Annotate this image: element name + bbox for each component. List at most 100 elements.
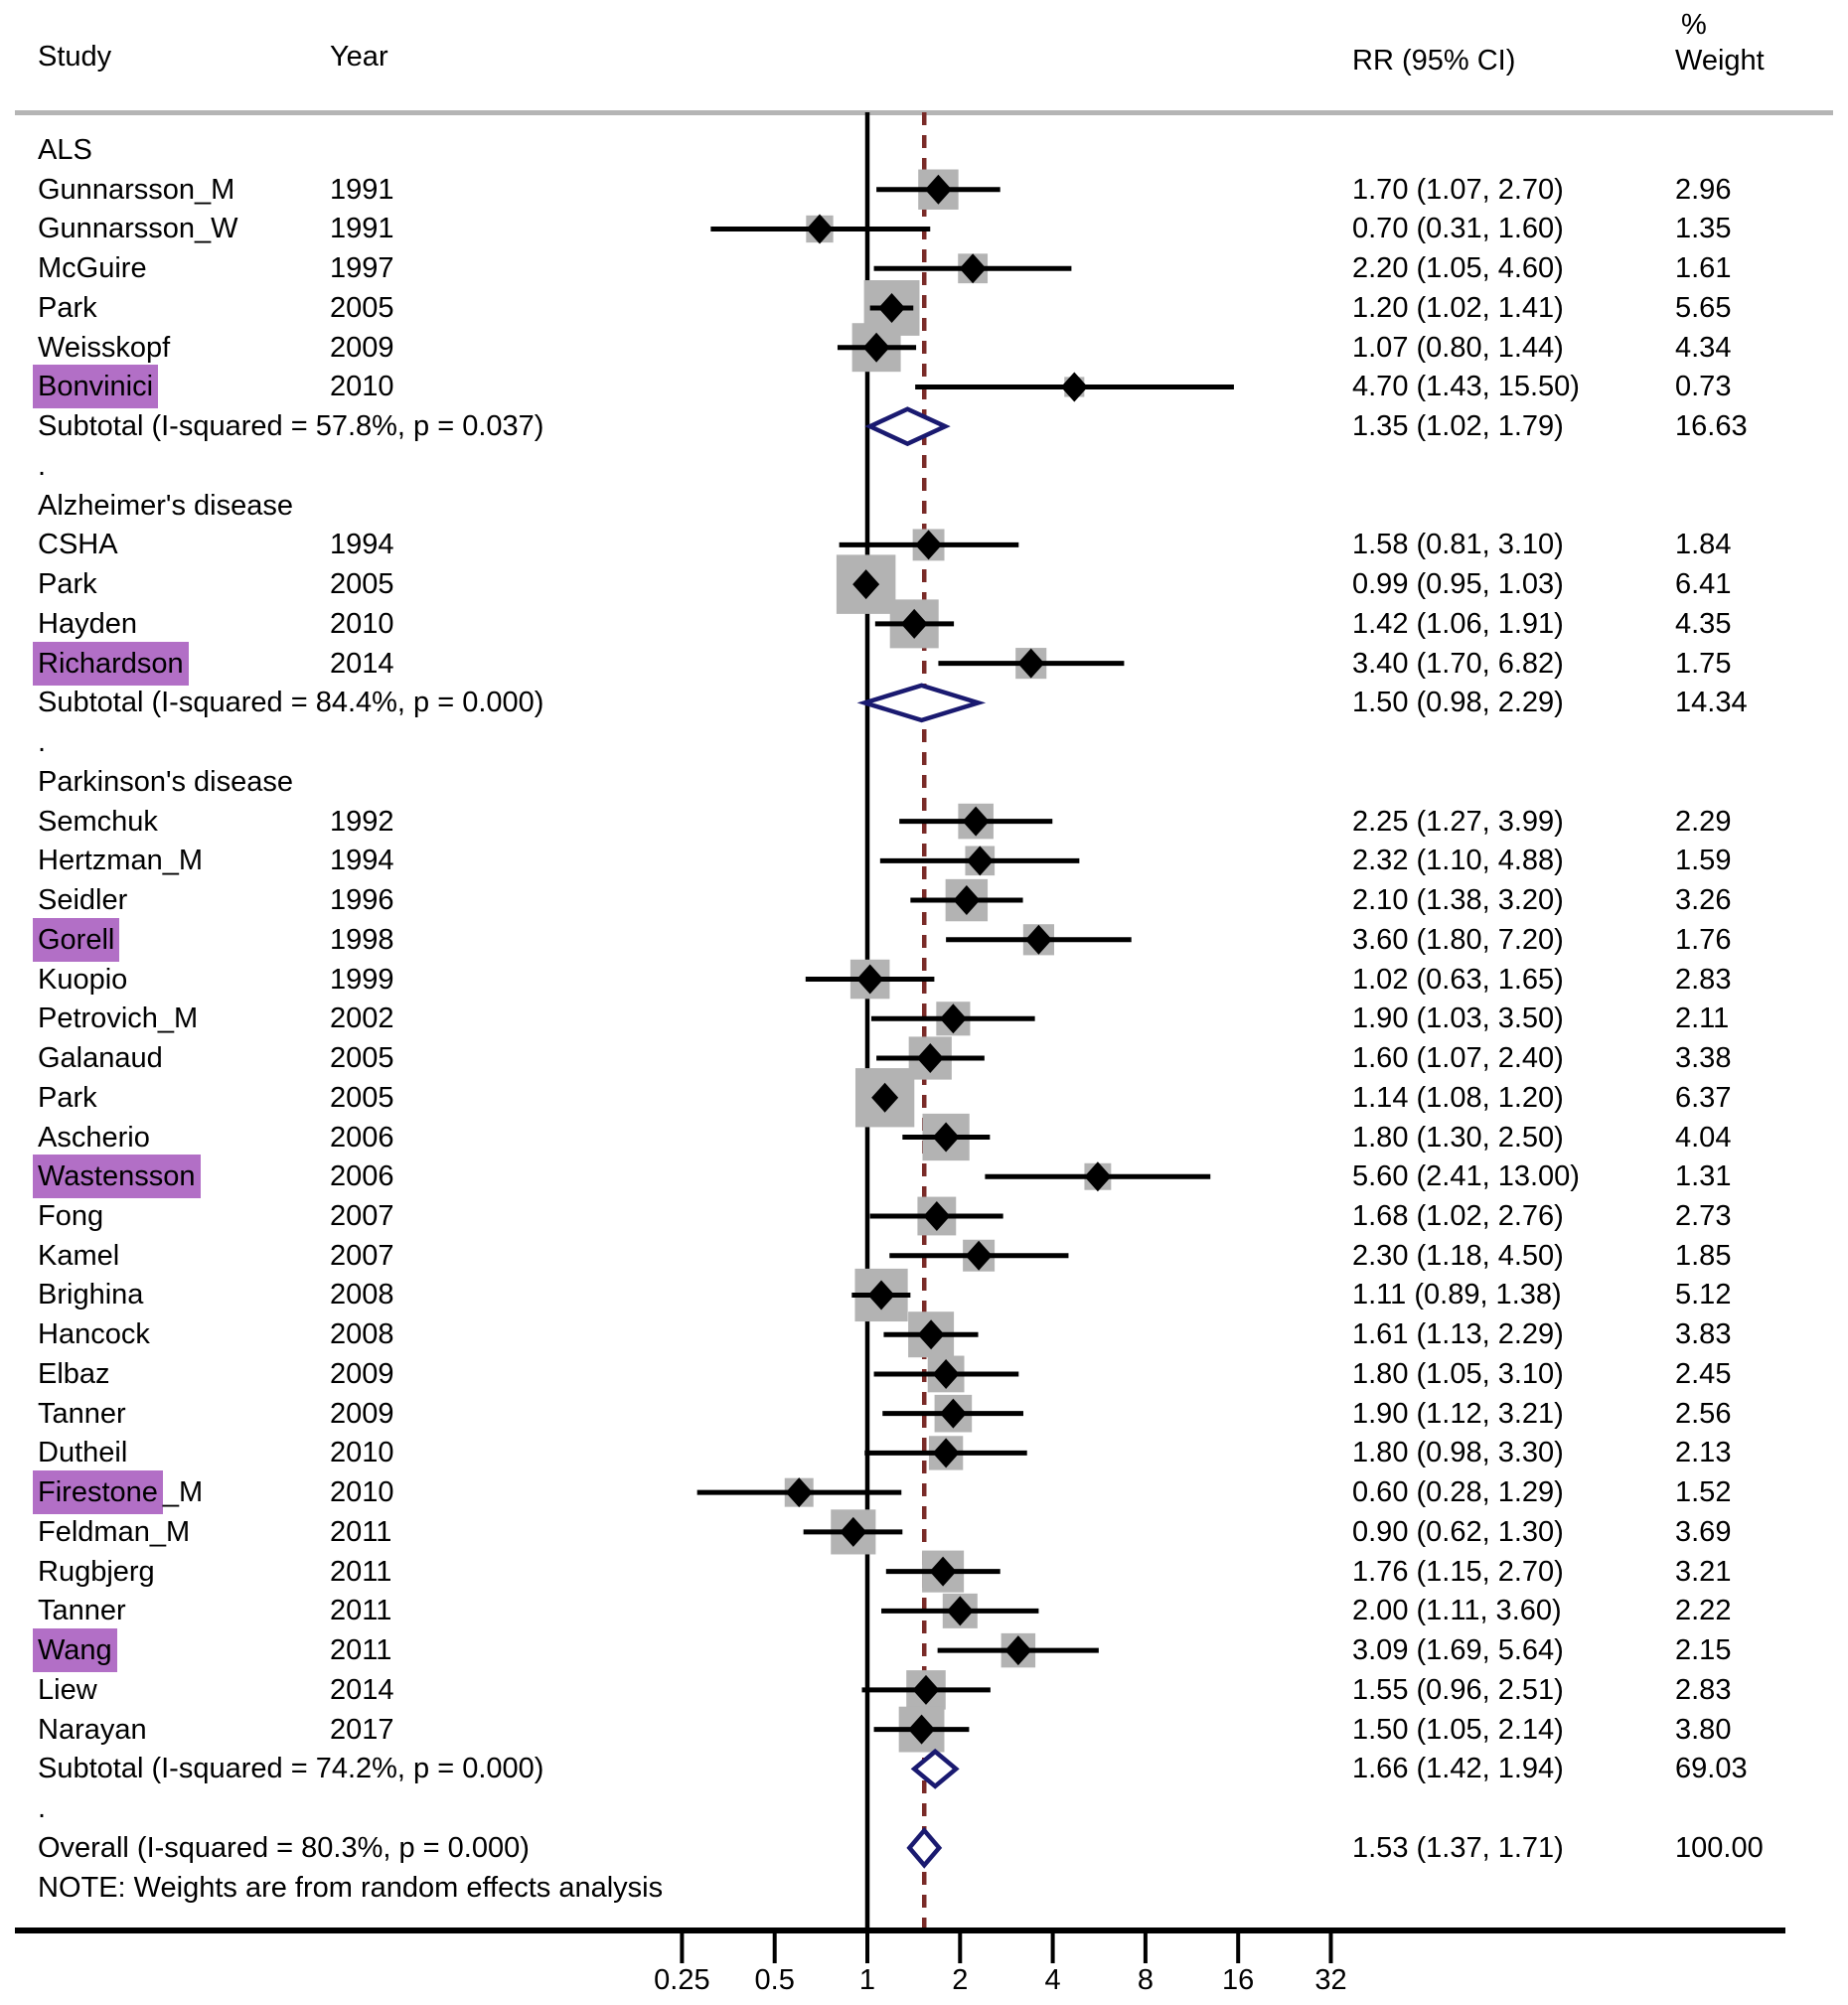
weight-value: 2.56 bbox=[1675, 1397, 1732, 1430]
rr-ci-value: 1.90 (1.12, 3.21) bbox=[1352, 1397, 1564, 1430]
table-row: Wastensson 2006 5.60 (2.41, 13.00) 1.31 bbox=[0, 1155, 1848, 1199]
study-year: 1997 bbox=[330, 252, 394, 285]
weight-value: 6.41 bbox=[1675, 568, 1732, 601]
effect-diamond bbox=[806, 214, 834, 244]
rr-ci-value: 0.90 (0.62, 1.30) bbox=[1352, 1515, 1564, 1548]
rr-ci-value: 1.50 (1.05, 2.14) bbox=[1352, 1713, 1564, 1746]
column-header-year: Year bbox=[330, 41, 388, 73]
study-name: Gunnarsson_W bbox=[38, 213, 238, 245]
study-name: Wang bbox=[33, 1628, 117, 1673]
effect-diamond bbox=[916, 1043, 944, 1074]
overall-label: Overall (I-squared = 80.3%, p = 0.000) bbox=[38, 1831, 530, 1864]
rr-ci-value: 1.20 (1.02, 1.41) bbox=[1352, 291, 1564, 324]
table-row: Seidler 1996 2.10 (1.38, 3.20) 3.26 bbox=[0, 883, 1848, 917]
table-row: Hancock 2008 1.61 (1.13, 2.29) 3.83 bbox=[0, 1317, 1848, 1351]
rr-ci-value: 2.20 (1.05, 4.60) bbox=[1352, 252, 1564, 285]
rr-ci-value: 2.32 (1.10, 4.88) bbox=[1352, 845, 1564, 877]
study-year: 2009 bbox=[330, 1357, 394, 1390]
table-row: Overall (I-squared = 80.3%, p = 0.000) 1.… bbox=[0, 1831, 1848, 1865]
weight-value: 3.21 bbox=[1675, 1555, 1732, 1588]
weight-value: 6.37 bbox=[1675, 1081, 1732, 1114]
table-row: . bbox=[0, 1791, 1848, 1825]
highlighted-study-name: Richardson bbox=[33, 641, 189, 686]
study-year: 2008 bbox=[330, 1318, 394, 1351]
weight-value: 1.61 bbox=[1675, 252, 1732, 285]
weight-value: 1.59 bbox=[1675, 845, 1732, 877]
rr-ci-value: 1.60 (1.07, 2.40) bbox=[1352, 1042, 1564, 1075]
weight-value: 2.96 bbox=[1675, 173, 1732, 206]
study-year: 2006 bbox=[330, 1160, 394, 1193]
study-name: Kamel bbox=[38, 1239, 120, 1272]
table-row: Feldman_M 2011 0.90 (0.62, 1.30) 3.69 bbox=[0, 1515, 1848, 1549]
rr-ci-value: 1.14 (1.08, 1.20) bbox=[1352, 1081, 1564, 1114]
rr-ci-value: 0.99 (0.95, 1.03) bbox=[1352, 568, 1564, 601]
study-year: 2011 bbox=[330, 1595, 392, 1627]
table-row: Semchuk 1992 2.25 (1.27, 3.99) 2.29 bbox=[0, 805, 1848, 839]
weight-value: 3.69 bbox=[1675, 1515, 1732, 1548]
study-name: Park bbox=[38, 291, 97, 324]
rr-ci-value: 1.35 (1.02, 1.79) bbox=[1352, 410, 1564, 443]
x-tick-label: 4 bbox=[1044, 1964, 1061, 1996]
study-name: Bonvinici bbox=[33, 365, 159, 409]
x-axis-line bbox=[15, 1928, 1785, 1933]
rr-ci-value: 1.58 (0.81, 3.10) bbox=[1352, 529, 1564, 561]
table-row: Park 2005 0.99 (0.95, 1.03) 6.41 bbox=[0, 567, 1848, 601]
weight-value: 1.52 bbox=[1675, 1476, 1732, 1509]
study-year: 2002 bbox=[330, 1002, 394, 1035]
study-name: Firestone _M bbox=[33, 1470, 203, 1515]
study-year: 1991 bbox=[330, 213, 394, 245]
table-row: Hayden 2010 1.42 (1.06, 1.91) 4.35 bbox=[0, 607, 1848, 641]
effect-diamond bbox=[946, 1596, 974, 1626]
study-name: Brighina bbox=[38, 1279, 144, 1311]
study-year: 1998 bbox=[330, 923, 394, 956]
study-year: 1994 bbox=[330, 845, 394, 877]
subtotal-label: Subtotal (I-squared = 57.8%, p = 0.037) bbox=[38, 410, 544, 443]
study-year: 1996 bbox=[330, 884, 394, 917]
study-year: 2009 bbox=[330, 1397, 394, 1430]
pooled-diamond bbox=[906, 1826, 943, 1869]
weight-value: 1.31 bbox=[1675, 1160, 1732, 1193]
rr-ci-value: 1.70 (1.07, 2.70) bbox=[1352, 173, 1564, 206]
weight-value: 69.03 bbox=[1675, 1753, 1748, 1785]
table-row: Rugbjerg 2011 1.76 (1.15, 2.70) 3.21 bbox=[0, 1555, 1848, 1589]
study-name: Ascherio bbox=[38, 1121, 150, 1154]
study-year: 2011 bbox=[330, 1634, 392, 1667]
rr-ci-value: 1.11 (0.89, 1.38) bbox=[1352, 1279, 1562, 1311]
effect-diamond bbox=[929, 1556, 957, 1587]
study-year: 2005 bbox=[330, 291, 394, 324]
effect-diamond bbox=[867, 1280, 895, 1311]
study-year: 2010 bbox=[330, 607, 394, 640]
study-name: Seidler bbox=[38, 884, 128, 917]
weight-value: 2.15 bbox=[1675, 1634, 1732, 1667]
weight-value: 1.75 bbox=[1675, 647, 1732, 680]
rr-ci-value: 1.80 (0.98, 3.30) bbox=[1352, 1437, 1564, 1469]
effect-diamond bbox=[932, 1358, 960, 1389]
subtotal-label: Subtotal (I-squared = 74.2%, p = 0.000) bbox=[38, 1753, 544, 1785]
weight-value: 5.12 bbox=[1675, 1279, 1732, 1311]
table-row: Kamel 2007 2.30 (1.18, 4.50) 1.85 bbox=[0, 1239, 1848, 1273]
rr-ci-value: 3.40 (1.70, 6.82) bbox=[1352, 647, 1564, 680]
effect-diamond bbox=[953, 885, 981, 916]
group-label: Alzheimer's disease bbox=[38, 489, 293, 522]
study-name: Park bbox=[38, 1081, 97, 1114]
study-year: 2011 bbox=[330, 1555, 392, 1588]
study-year: 2010 bbox=[330, 371, 394, 403]
study-year: 2005 bbox=[330, 568, 394, 601]
study-year: 2007 bbox=[330, 1239, 394, 1272]
study-name: Richardson bbox=[33, 641, 189, 686]
table-row: Kuopio 1999 1.02 (0.63, 1.65) 2.83 bbox=[0, 963, 1848, 997]
weight-value: 4.04 bbox=[1675, 1121, 1732, 1154]
table-row: Gorell 1998 3.60 (1.80, 7.20) 1.76 bbox=[0, 917, 1848, 962]
rr-ci-value: 1.90 (1.03, 3.50) bbox=[1352, 1002, 1564, 1035]
table-row: Liew 2014 1.55 (0.96, 2.51) 2.83 bbox=[0, 1673, 1848, 1707]
table-row: Park 2005 1.20 (1.02, 1.41) 5.65 bbox=[0, 291, 1848, 325]
table-row: Dutheil 2010 1.80 (0.98, 3.30) 2.13 bbox=[0, 1436, 1848, 1469]
study-year: 2008 bbox=[330, 1279, 394, 1311]
table-row: Galanaud 2005 1.60 (1.07, 2.40) 3.38 bbox=[0, 1041, 1848, 1075]
table-row: Parkinson's disease bbox=[0, 765, 1848, 799]
weight-value: 1.76 bbox=[1675, 923, 1732, 956]
x-tick-label: 0.5 bbox=[754, 1964, 795, 1996]
pooled-diamond bbox=[856, 683, 987, 723]
rr-ci-value: 5.60 (2.41, 13.00) bbox=[1352, 1160, 1580, 1193]
effect-diamond bbox=[1084, 1161, 1112, 1192]
